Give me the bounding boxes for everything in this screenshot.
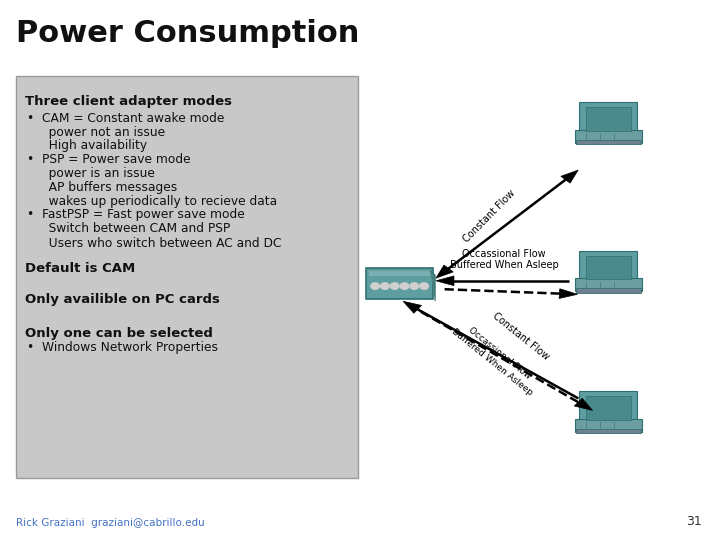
Polygon shape <box>431 271 435 301</box>
FancyBboxPatch shape <box>575 288 642 293</box>
Text: Power Consumption: Power Consumption <box>16 19 359 48</box>
Text: power is an issue: power is an issue <box>37 167 156 180</box>
Circle shape <box>400 283 409 289</box>
Text: Only availible on PC cards: Only availible on PC cards <box>25 293 220 306</box>
Text: High availability: High availability <box>37 139 148 152</box>
Text: Occassional Flow
Buffered When Asleep: Occassional Flow Buffered When Asleep <box>451 318 541 397</box>
Text: wakes up periodically to recieve data: wakes up periodically to recieve data <box>37 195 278 208</box>
Circle shape <box>381 283 390 289</box>
Circle shape <box>420 283 428 289</box>
FancyBboxPatch shape <box>575 140 642 144</box>
Text: AP buffers messages: AP buffers messages <box>37 181 178 194</box>
FancyBboxPatch shape <box>585 396 631 420</box>
Text: Occassional Flow: Occassional Flow <box>462 249 546 259</box>
Text: •  PSP = Power save mode: • PSP = Power save mode <box>27 153 191 166</box>
FancyBboxPatch shape <box>580 102 637 136</box>
FancyBboxPatch shape <box>585 107 631 131</box>
Text: Switch between CAM and PSP: Switch between CAM and PSP <box>37 222 230 235</box>
Polygon shape <box>403 301 421 313</box>
Polygon shape <box>575 399 593 410</box>
Text: Rick Graziani  graziani@cabrillo.edu: Rick Graziani graziani@cabrillo.edu <box>16 518 204 528</box>
FancyBboxPatch shape <box>580 391 637 424</box>
Text: •  FastPSP = Fast power save mode: • FastPSP = Fast power save mode <box>27 208 245 221</box>
Circle shape <box>371 283 379 289</box>
FancyBboxPatch shape <box>575 429 642 433</box>
Text: Buffered When Asleep: Buffered When Asleep <box>449 260 559 269</box>
Text: Constant Flow: Constant Flow <box>491 310 552 362</box>
Polygon shape <box>436 276 454 286</box>
FancyBboxPatch shape <box>575 130 642 143</box>
FancyBboxPatch shape <box>369 271 431 276</box>
Polygon shape <box>436 265 453 278</box>
FancyBboxPatch shape <box>575 278 642 291</box>
Text: Only one can be selected: Only one can be selected <box>25 327 213 340</box>
Circle shape <box>410 283 418 289</box>
Circle shape <box>390 283 399 289</box>
FancyBboxPatch shape <box>585 255 631 279</box>
Text: Default is CAM: Default is CAM <box>25 262 135 275</box>
FancyBboxPatch shape <box>366 268 433 299</box>
Text: Users who switch between AC and DC: Users who switch between AC and DC <box>37 237 282 249</box>
Text: •  CAM = Constant awake mode: • CAM = Constant awake mode <box>27 112 225 125</box>
Text: Three client adapter modes: Three client adapter modes <box>25 94 232 107</box>
Text: 31: 31 <box>686 515 702 528</box>
Polygon shape <box>559 289 577 299</box>
Text: •  Windows Network Properties: • Windows Network Properties <box>27 341 218 354</box>
FancyBboxPatch shape <box>16 76 358 478</box>
Text: power not an issue: power not an issue <box>37 126 166 139</box>
FancyBboxPatch shape <box>575 418 642 431</box>
Text: Constant Flow: Constant Flow <box>461 188 517 244</box>
FancyBboxPatch shape <box>580 251 637 284</box>
Polygon shape <box>561 170 578 183</box>
